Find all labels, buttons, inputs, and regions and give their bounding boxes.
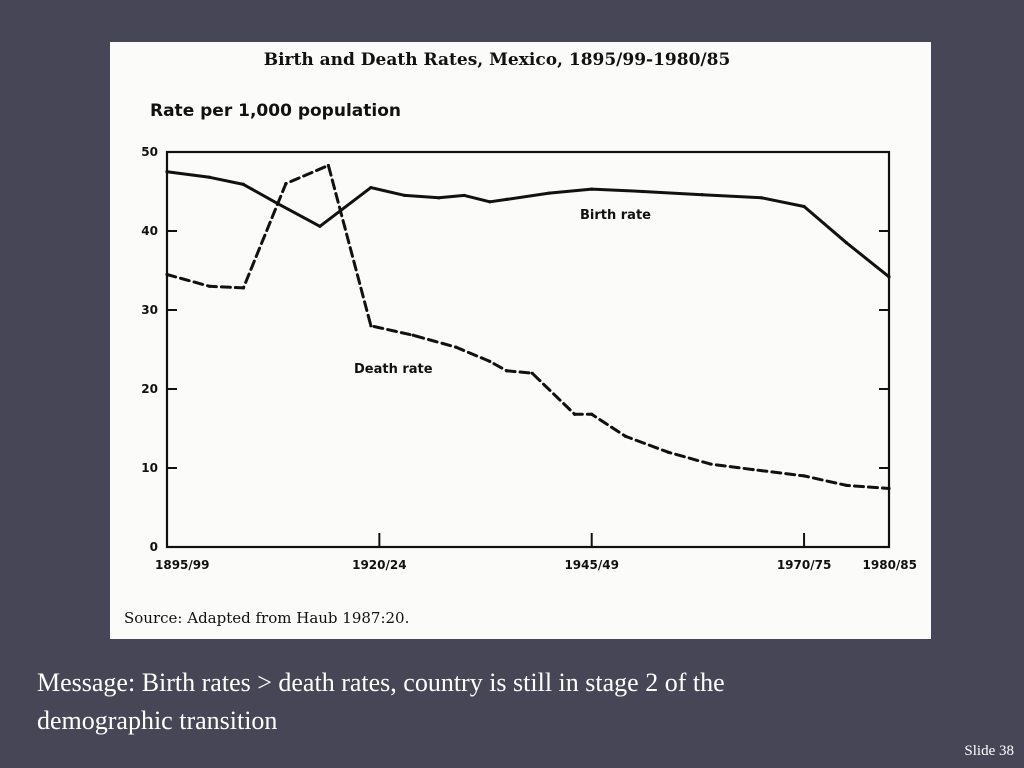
birth-rate-label: Birth rate — [580, 208, 651, 223]
x-tick-label: 1920/24 — [352, 558, 406, 572]
death-rate-point — [284, 182, 288, 186]
death-rate-point — [530, 371, 534, 375]
death-rate-point — [488, 359, 492, 363]
death-rate-point — [411, 333, 415, 337]
chart-title: Birth and Death Rates, Mexico, 1895/99-1… — [264, 50, 731, 70]
death-rate-point — [165, 272, 169, 277]
slide-number: Slide 38 — [964, 743, 1014, 759]
death-rate-point — [369, 324, 373, 328]
x-tick-label: 1970/75 — [777, 558, 831, 572]
series-layer — [165, 163, 891, 491]
x-tick-label: 1980/85 — [863, 558, 917, 572]
death-rate-point — [454, 345, 458, 349]
y-tick-label: 30 — [141, 303, 158, 317]
x-tick-label: 1945/49 — [564, 558, 618, 572]
death-rate-point — [207, 284, 212, 288]
death-rate-point — [709, 462, 713, 466]
y-tick-label: 0 — [150, 540, 158, 554]
y-tick-label: 40 — [141, 224, 158, 238]
birth-death-rate-chart: Birth and Death Rates, Mexico, 1895/99-1… — [124, 50, 917, 627]
death-rate-point — [802, 474, 806, 478]
source-note: Source: Adapted from Haub 1987:20. — [124, 609, 409, 627]
death-rate-line — [165, 163, 891, 490]
birth-rate-point — [241, 182, 246, 186]
birth-rate-point — [887, 275, 891, 279]
birth-rate-point — [700, 193, 704, 197]
death-rate-point — [624, 434, 628, 438]
birth-rate-point — [488, 200, 492, 204]
birth-rate-point — [505, 197, 509, 201]
y-tick-label: 10 — [141, 461, 158, 475]
birth-rate-point — [590, 187, 594, 191]
birth-rate-point — [369, 185, 373, 190]
birth-rate-point — [403, 193, 407, 198]
birth-rate-point — [462, 193, 466, 198]
axes-layer: 0 10 20 30 40 50 1895/99 1920/24 1945/49 1970/75 1… — [141, 145, 917, 572]
death-rate-point — [573, 412, 577, 416]
birth-rate-point — [844, 241, 849, 245]
death-rate-point — [844, 483, 849, 487]
death-rate-point — [666, 450, 670, 454]
birth-rate-point — [759, 196, 764, 200]
death-rate-point — [505, 369, 509, 373]
birth-rate-point — [207, 175, 212, 179]
birth-rate-point — [547, 191, 551, 195]
plot-frame — [165, 150, 891, 549]
death-rate-point — [887, 486, 891, 491]
birth-rate-point — [802, 204, 806, 209]
birth-rate-point — [641, 189, 645, 194]
death-rate-point — [751, 467, 755, 472]
y-tick-label: 20 — [141, 382, 158, 396]
death-rate-point — [326, 163, 330, 168]
birth-rate-point — [318, 224, 322, 228]
chart-figure: Birth and Death Rates, Mexico, 1895/99-1… — [110, 42, 931, 639]
y-tick-label: 50 — [141, 145, 158, 159]
death-rate-label: Death rate — [354, 362, 433, 377]
slide-message: Message: Birth rates > death rates, coun… — [37, 668, 725, 735]
x-tick-label: 1895/99 — [155, 558, 209, 572]
death-rate-point — [590, 412, 594, 416]
birth-rate-line — [165, 170, 891, 279]
birth-rate-point — [437, 196, 441, 200]
birth-rate-point — [165, 170, 169, 174]
death-rate-point — [241, 286, 246, 290]
y-axis-caption: Rate per 1,000 population — [150, 101, 401, 121]
